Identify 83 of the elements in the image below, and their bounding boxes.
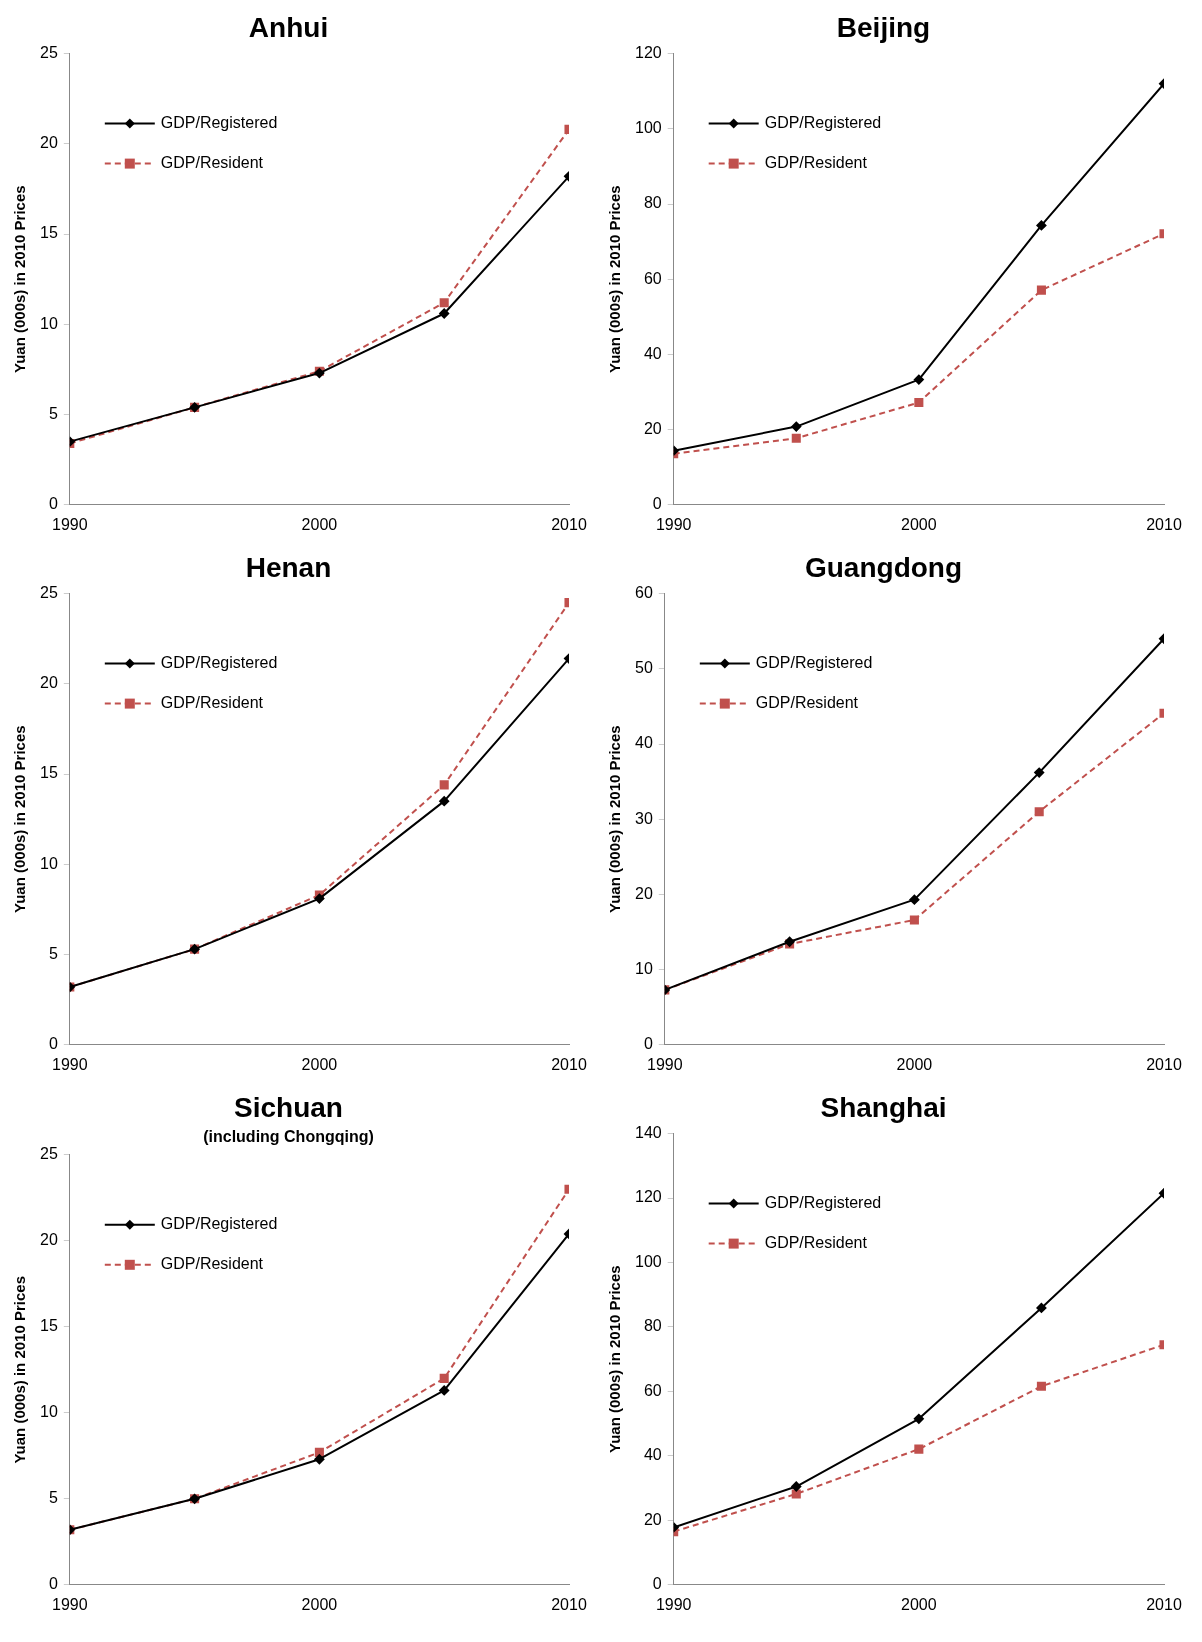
y-axis-title: Yuan (000s) in 2010 Prices	[606, 185, 624, 374]
x-tick-label: 2000	[301, 515, 338, 533]
y-tick-label: 15	[40, 224, 58, 242]
y-axis-title: Yuan (000s) in 2010 Prices	[11, 1275, 29, 1464]
x-tick-label: 1990	[52, 1055, 88, 1073]
x-tick-label: 2010	[551, 1595, 587, 1613]
chart-subtitle: (including Chongqing)	[203, 1127, 374, 1145]
y-tick-label: 15	[40, 1317, 58, 1335]
x-tick-label: 2010	[551, 515, 587, 533]
chart-title: Guangdong	[804, 551, 963, 583]
y-axis-title: Yuan (000s) in 2010 Prices	[11, 725, 29, 914]
y-tick-label: 20	[40, 134, 58, 152]
y-tick-label: 60	[643, 1381, 662, 1399]
y-tick-label: 10	[40, 854, 58, 872]
y-tick-label: 0	[48, 1575, 58, 1593]
x-tick-label: 2000	[301, 1595, 338, 1613]
y-tick-label: 25	[40, 584, 58, 602]
x-tick-label: 1990	[52, 515, 88, 533]
y-tick-label: 0	[652, 495, 662, 513]
legend-label: GDP/Resident	[755, 694, 859, 712]
x-tick-label: 1990	[52, 1595, 88, 1613]
y-tick-label: 40	[643, 1446, 662, 1464]
x-tick-label: 1990	[655, 1595, 692, 1613]
y-tick-label: 80	[643, 194, 662, 212]
x-tick-label: 2010	[1146, 515, 1182, 533]
y-axis-title: Yuan (000s) in 2010 Prices	[11, 185, 29, 374]
x-tick-label: 2000	[901, 515, 937, 533]
y-tick-label: 40	[635, 734, 653, 752]
y-tick-label: 20	[40, 1231, 58, 1249]
y-tick-label: 5	[48, 944, 58, 962]
x-tick-label: 2010	[551, 1055, 587, 1073]
legend-label: GDP/Resident	[764, 1234, 868, 1252]
y-tick-label: 0	[48, 1035, 58, 1053]
y-tick-label: 60	[635, 584, 653, 602]
legend-label: GDP/Registered	[160, 1215, 278, 1233]
legend-label: GDP/Registered	[160, 654, 278, 672]
y-tick-label: 40	[643, 344, 662, 362]
y-tick-label: 30	[635, 809, 653, 827]
y-tick-label: 0	[652, 1575, 662, 1593]
y-tick-label: 10	[40, 314, 58, 332]
x-tick-label: 2000	[896, 1055, 933, 1073]
y-tick-label: 10	[40, 1403, 58, 1421]
y-tick-label: 100	[634, 1252, 662, 1270]
chart-title: Anhui	[248, 11, 329, 43]
y-tick-label: 20	[635, 884, 653, 902]
y-tick-label: 50	[635, 659, 653, 677]
y-tick-label: 25	[40, 1145, 58, 1163]
y-tick-label: 60	[643, 269, 662, 287]
y-axis-title: Yuan (000s) in 2010 Prices	[606, 725, 624, 914]
legend-label: GDP/Resident	[160, 694, 264, 712]
x-tick-label: 2000	[901, 1595, 937, 1613]
y-tick-label: 100	[634, 119, 662, 137]
y-tick-label: 20	[643, 420, 662, 438]
legend-label: GDP/Registered	[764, 1194, 882, 1212]
y-tick-label: 0	[48, 495, 58, 513]
y-tick-label: 140	[634, 1124, 662, 1142]
chart-title: Sichuan	[234, 1091, 343, 1123]
y-tick-label: 25	[40, 44, 58, 62]
chart-title: Beijing	[836, 11, 931, 43]
y-tick-label: 15	[40, 764, 58, 782]
y-tick-label: 20	[40, 674, 58, 692]
legend-label: GDP/Resident	[764, 154, 868, 172]
legend-label: GDP/Resident	[160, 154, 264, 172]
legend-label: GDP/Registered	[755, 654, 873, 672]
y-tick-label: 120	[634, 44, 662, 62]
x-tick-label: 2010	[1146, 1055, 1182, 1073]
y-tick-label: 0	[643, 1035, 653, 1053]
y-tick-label: 5	[48, 404, 58, 422]
y-axis-title: Yuan (000s) in 2010 Prices	[606, 1265, 624, 1454]
x-tick-label: 2010	[1146, 1595, 1182, 1613]
x-tick-label: 1990	[647, 1055, 683, 1073]
y-tick-label: 5	[48, 1489, 58, 1507]
y-tick-label: 20	[643, 1510, 662, 1528]
legend-label: GDP/Registered	[764, 114, 882, 132]
chart-title: Shanghai	[820, 1091, 947, 1123]
y-tick-label: 10	[635, 960, 653, 978]
y-tick-label: 80	[643, 1317, 662, 1335]
x-tick-label: 1990	[655, 515, 692, 533]
legend-label: GDP/Resident	[160, 1255, 264, 1273]
x-tick-label: 2000	[301, 1055, 338, 1073]
legend-label: GDP/Registered	[160, 114, 278, 132]
y-tick-label: 120	[634, 1188, 662, 1206]
chart-title: Henan	[245, 551, 332, 583]
